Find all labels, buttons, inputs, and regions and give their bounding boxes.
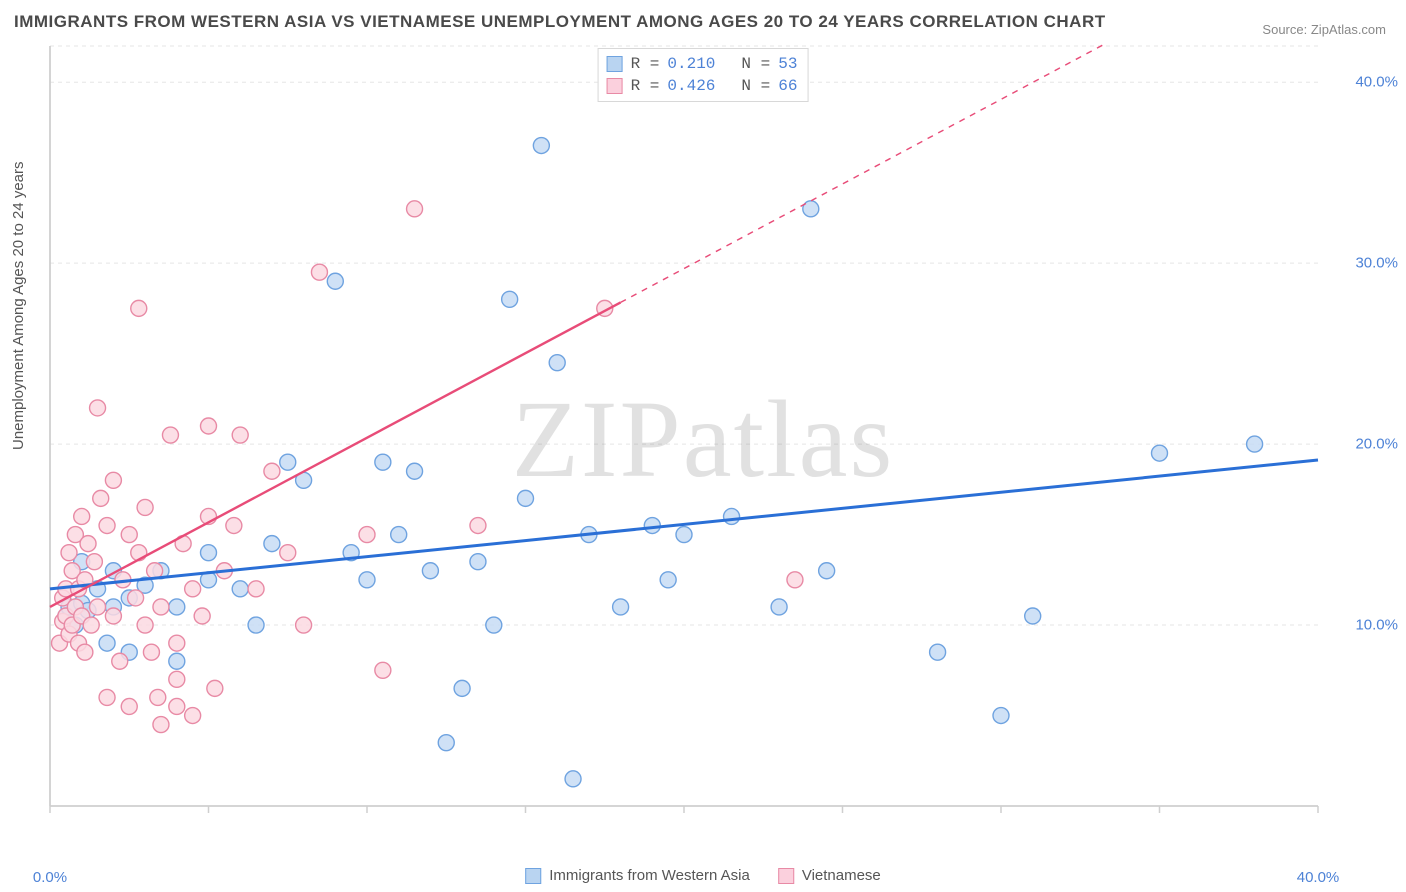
source-name: ZipAtlas.com <box>1311 22 1386 37</box>
legend-item: Immigrants from Western Asia <box>525 867 750 884</box>
legend-n-label: N = <box>741 75 770 97</box>
legend-r-value: 0.210 <box>667 53 715 75</box>
source-label: Source: <box>1262 22 1307 37</box>
legend-swatch <box>525 868 541 884</box>
y-tick-label: 20.0% <box>1355 436 1398 453</box>
series-legend: Immigrants from Western Asia Vietnamese <box>525 867 881 884</box>
legend-n-label: N = <box>741 53 770 75</box>
legend-r-label: R = <box>631 53 660 75</box>
legend-swatch <box>778 868 794 884</box>
legend-series-name: Vietnamese <box>802 867 881 884</box>
legend-item: Vietnamese <box>778 867 881 884</box>
correlation-legend: R = 0.210 N = 53 R = 0.426 N = 66 <box>598 48 809 102</box>
legend-n-value: 53 <box>778 53 797 75</box>
legend-n-value: 66 <box>778 75 797 97</box>
source-attribution: Source: ZipAtlas.com <box>1262 22 1386 37</box>
legend-swatch <box>607 56 623 72</box>
legend-row: R = 0.426 N = 66 <box>607 75 798 97</box>
chart-title: IMMIGRANTS FROM WESTERN ASIA VS VIETNAME… <box>14 12 1106 32</box>
y-tick-label: 10.0% <box>1355 617 1398 634</box>
legend-series-name: Immigrants from Western Asia <box>549 867 750 884</box>
plot-svg <box>48 44 1378 834</box>
legend-r-value: 0.426 <box>667 75 715 97</box>
x-tick-label: 40.0% <box>1297 869 1340 886</box>
scatter-plot <box>48 44 1378 834</box>
legend-swatch <box>607 78 623 94</box>
y-tick-label: 40.0% <box>1355 74 1398 91</box>
x-tick-label: 0.0% <box>33 869 67 886</box>
legend-row: R = 0.210 N = 53 <box>607 53 798 75</box>
legend-r-label: R = <box>631 75 660 97</box>
y-axis-label: Unemployment Among Ages 20 to 24 years <box>10 161 27 450</box>
y-tick-label: 30.0% <box>1355 255 1398 272</box>
